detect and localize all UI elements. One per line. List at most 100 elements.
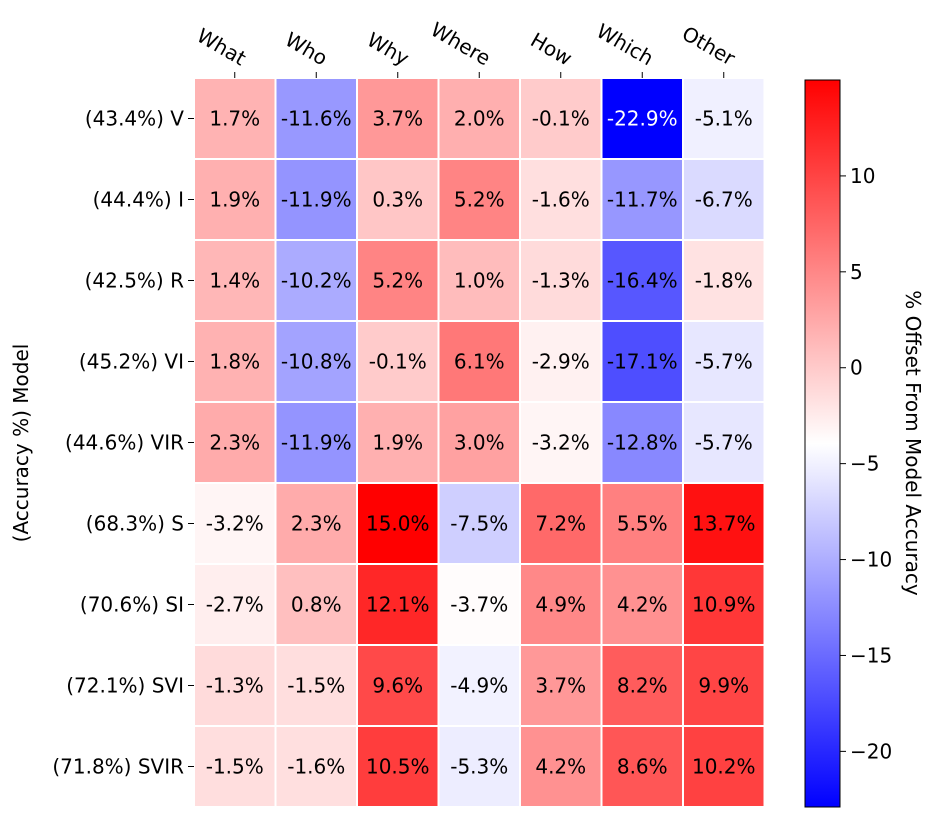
heatmap-cell [439,727,519,806]
cell-value-label: -5.7% [695,350,753,374]
x-tick-labels: What Who Why Where How Which Other [193,17,740,78]
heatmap-cell [439,241,519,320]
cell-value-label: 1.8% [209,350,260,374]
heatmap-cell [195,322,275,401]
cell-value-label: -11.9% [281,431,352,455]
cell-value-label: -1.5% [206,755,264,779]
heatmap-cell [195,565,275,644]
cell-value-label: -11.6% [281,107,352,131]
cell-value-label: -2.9% [532,350,590,374]
colorbar-tick-label: −5 [850,452,879,476]
heatmap-cell [521,79,601,158]
cell-value-label: -1.8% [695,269,753,293]
cell-value-label: 1.0% [454,269,505,293]
heatmap-cell [276,160,356,239]
heatmap-cell [195,241,275,320]
cell-value-label: 8.6% [617,755,668,779]
y-tick-label: (68.3%) S [86,512,184,536]
heatmap-cell [602,646,682,725]
y-tick-label: (42.5%) R [85,269,184,293]
y-tick-label: (44.4%) I [93,188,184,212]
heatmap-cell [276,322,356,401]
colorbar-tick-label: −20 [850,739,892,763]
x-tick-label: Who [281,27,332,70]
cell-value-label: -1.3% [206,674,264,698]
x-tick-label: Where [427,17,495,70]
heatmap-cell [276,403,356,482]
cell-value-label: 1.7% [209,107,260,131]
heatmap-cell [358,646,438,725]
cell-value-label: 15.0% [366,512,430,536]
cell-value-label: -0.1% [369,350,427,374]
heatmap-cell [602,403,682,482]
heatmap-cell [602,484,682,563]
heatmap-cell [521,403,601,482]
cell-value-label: -16.4% [607,269,678,293]
cell-value-label: 2.0% [454,107,505,131]
colorbar-ticks: 10 5 0 −5 −10 −15 −20 [840,164,892,763]
heatmap-cell [358,241,438,320]
colorbar-tick-label: 10 [850,164,875,188]
cell-value-label: -5.7% [695,431,753,455]
cell-value-label: 1.9% [209,188,260,212]
cell-value-label: 12.1% [366,593,430,617]
cell-value-label: 5.2% [372,269,423,293]
cell-value-label: 9.9% [698,674,749,698]
cell-value-label: 3.7% [372,107,423,131]
heatmap-cell [358,727,438,806]
heatmap-cell [602,322,682,401]
cell-value-label: -3.2% [206,512,264,536]
cell-value-label: 4.2% [617,593,668,617]
cell-value-label: -12.8% [607,431,678,455]
cell-value-label: -22.9% [607,107,678,131]
cell-value-label: -1.3% [532,269,590,293]
heatmap-cell [276,727,356,806]
heatmap-cell [684,322,764,401]
cell-value-label: 6.1% [454,350,505,374]
heatmap-cell [521,160,601,239]
cell-value-label: 2.3% [291,512,342,536]
heatmap-cell [195,727,275,806]
colorbar-title: % Offset From Model Accuracy [901,290,925,596]
heatmap-cell [195,484,275,563]
cell-value-label: 3.0% [454,431,505,455]
heatmap-cell [358,79,438,158]
heatmap-cell [684,403,764,482]
colorbar-tick-label: −15 [850,643,892,667]
heatmap-cell [358,160,438,239]
y-tick-label: (45.2%) VI [79,350,184,374]
heatmap-cell [521,241,601,320]
colorbar-tick-label: 5 [850,260,863,284]
cell-value-label: 10.2% [692,755,756,779]
cell-value-label: -10.2% [281,269,352,293]
cell-value-label: 0.3% [372,188,423,212]
x-tick-label: How [526,28,576,71]
heatmap-cell [602,565,682,644]
cell-value-label: 8.2% [617,674,668,698]
heatmap-cell [684,646,764,725]
heatmap-cell [195,403,275,482]
heatmap-cell [439,484,519,563]
x-tick-label: Why [363,27,413,70]
heatmap-cell [439,646,519,725]
heatmap-cell [276,79,356,158]
heatmap-cell [439,79,519,158]
heatmap-cell [684,727,764,806]
cell-value-label: 0.8% [291,593,342,617]
y-axis-title: (Accuracy %) Model [9,344,33,543]
y-tick-label: (71.8%) SVIR [52,755,184,779]
heatmap-cell [358,484,438,563]
heatmap-cell [684,484,764,563]
y-tick-label: (43.4%) V [85,107,184,131]
heatmap-cell [276,565,356,644]
cell-value-label: 3.7% [535,674,586,698]
heatmap-cell [439,403,519,482]
cell-value-label: 5.5% [617,512,668,536]
x-tick-label: What [193,23,251,70]
heatmap-cell [276,484,356,563]
heatmap-cell [684,241,764,320]
cell-value-label: -17.1% [607,350,678,374]
y-tick-label: (70.6%) SI [80,593,184,617]
cell-value-label: -6.7% [695,188,753,212]
